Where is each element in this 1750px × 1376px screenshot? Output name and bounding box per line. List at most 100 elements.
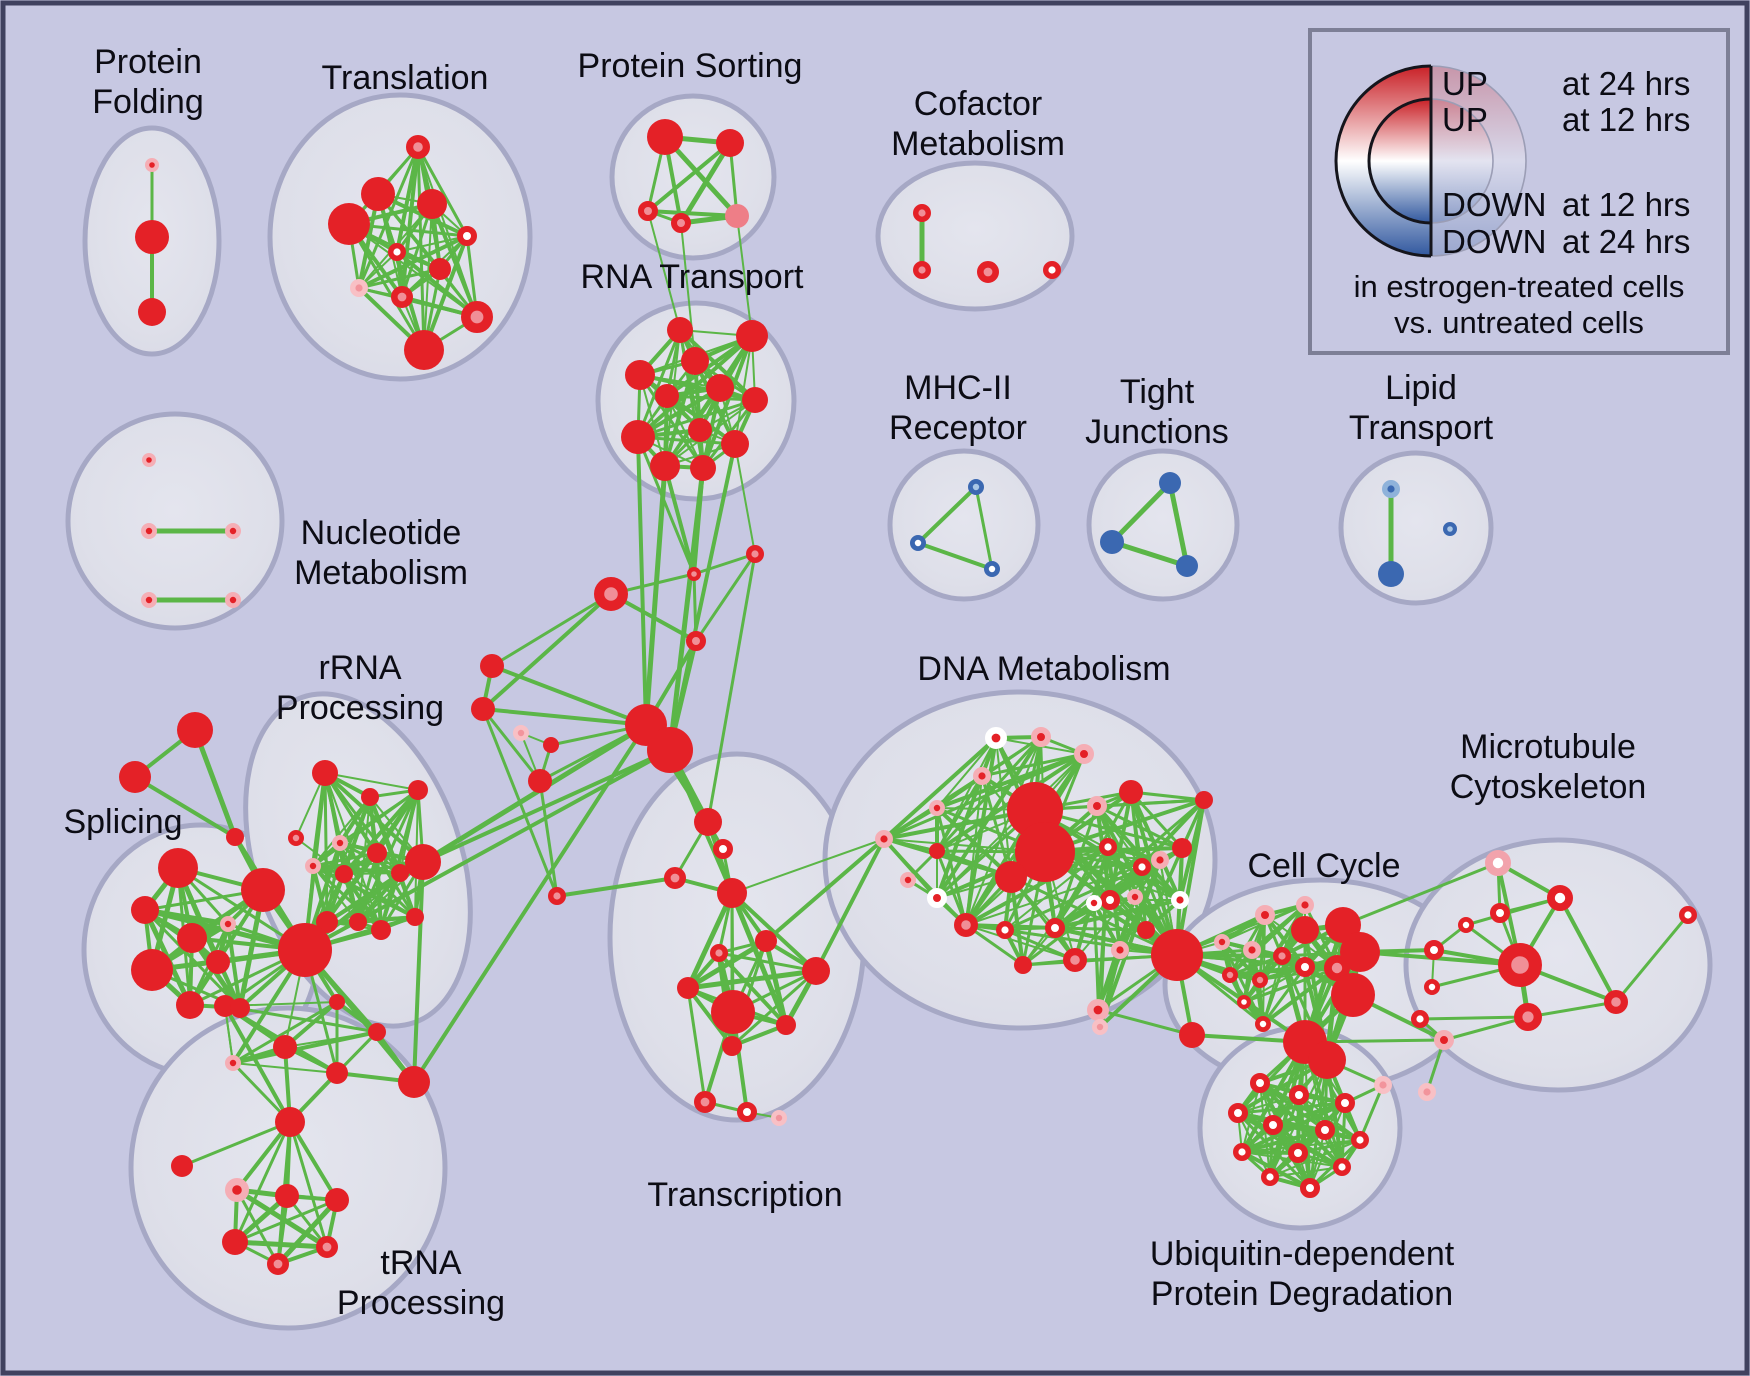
network-node: [404, 330, 444, 370]
network-edge: [1107, 846, 1136, 898]
network-edge: [935, 774, 984, 900]
network-edge: [400, 145, 420, 299]
network-node: [976, 260, 999, 283]
cluster-label-rrna-processing: rRNA: [318, 649, 401, 687]
network-node: [1214, 934, 1231, 951]
network-node: [417, 189, 447, 219]
cluster-label-trna-processing: Processing: [337, 1284, 505, 1322]
legend-left-outer-arc: [1334, 64, 1432, 258]
network-node: [1170, 891, 1189, 910]
network-node: [361, 177, 395, 211]
network-node: [543, 737, 559, 753]
cluster-protein-sorting: [609, 93, 777, 261]
network-node: [1150, 851, 1169, 870]
network-node: [266, 1253, 289, 1276]
network-edge: [706, 552, 757, 824]
network-node: [721, 430, 749, 458]
network-edge: [731, 838, 885, 894]
cluster-label-cofactor-metabolism: Cofactor: [914, 85, 1043, 123]
network-edge: [636, 398, 757, 439]
network-edge: [1021, 858, 1162, 967]
network-node: [224, 523, 241, 540]
network-node: [1300, 1178, 1320, 1198]
network-node: [391, 864, 409, 882]
cluster-label-ubiquitin-degradation: Protein Degradation: [1151, 1275, 1453, 1313]
network-edge: [1269, 1166, 1343, 1178]
network-node: [910, 535, 927, 552]
network-node: [224, 592, 241, 609]
network-node: [1424, 940, 1444, 960]
network-node: [206, 950, 230, 974]
network-node: [913, 203, 932, 222]
network-edge: [412, 860, 425, 1084]
network-node: [1490, 903, 1510, 923]
cluster-label-ubiquitin-degradation: Ubiquitin-dependent: [1150, 1235, 1455, 1273]
network-node: [647, 727, 693, 773]
network-node: [408, 780, 428, 800]
network-edge: [232, 1062, 338, 1074]
network-node: [1176, 555, 1198, 577]
legend-row-up24-time: at 24 hrs: [1562, 65, 1690, 102]
network-node: [1092, 1019, 1109, 1036]
network-edge: [1237, 1094, 1300, 1114]
network-node: [329, 994, 345, 1010]
network-edge: [764, 837, 886, 943]
network-node: [1331, 973, 1375, 1017]
network-edge: [223, 1004, 379, 1034]
cluster-label-lipid-transport: Transport: [1349, 409, 1494, 447]
network-node: [746, 545, 765, 564]
network-edge: [325, 841, 342, 924]
network-edge: [1022, 846, 1109, 966]
network-node: [1603, 989, 1628, 1014]
network-node: [1289, 1085, 1309, 1105]
network-edge: [311, 851, 379, 868]
network-node: [214, 995, 236, 1017]
network-edge: [416, 145, 469, 238]
network-node: [1087, 796, 1107, 816]
network-edge: [882, 752, 1086, 841]
network-node: [225, 1177, 250, 1202]
network-node: [1062, 947, 1087, 972]
network-node: [480, 654, 504, 678]
network-node: [1119, 780, 1143, 804]
network-edge: [882, 736, 998, 841]
network-node: [1272, 947, 1291, 966]
network-node: [677, 977, 699, 999]
network-edge: [400, 202, 434, 299]
network-node: [1417, 1082, 1436, 1101]
network-edge: [935, 806, 1013, 879]
cluster-label-protein-sorting: Protein Sorting: [578, 47, 803, 85]
network-edge: [232, 1239, 330, 1250]
cluster-cofactor-metabolism: [875, 160, 1075, 312]
network-node: [275, 1184, 299, 1208]
network-node: [968, 478, 985, 495]
network-node: [513, 725, 530, 742]
network-node: [405, 844, 441, 880]
network-node: [331, 835, 348, 852]
network-edge: [288, 1120, 339, 1202]
network-node: [1547, 885, 1574, 912]
network-node: [776, 1015, 796, 1035]
network-node: [528, 769, 552, 793]
network-node: [688, 418, 712, 442]
network-node: [1242, 941, 1261, 960]
cluster-label-tight-junctions: Tight: [1120, 373, 1195, 411]
network-node: [655, 384, 679, 408]
network-edge: [692, 552, 757, 576]
network-edge: [1237, 1112, 1271, 1178]
network-edge: [180, 1120, 292, 1168]
network-node: [224, 1055, 241, 1072]
cluster-label-tight-junctions: Junctions: [1085, 413, 1229, 451]
network-edge: [430, 202, 479, 319]
network-edge: [1167, 480, 1190, 569]
network-edge: [1109, 480, 1173, 545]
network-edge: [638, 373, 705, 470]
network-node: [706, 374, 734, 402]
network-edge: [647, 210, 681, 331]
network-node: [663, 866, 686, 889]
legend-footer-line2: vs. untreated cells: [1394, 305, 1644, 340]
network-node: [471, 697, 495, 721]
network-edge: [685, 890, 735, 991]
cluster-label-trna-processing: tRNA: [380, 1244, 462, 1282]
